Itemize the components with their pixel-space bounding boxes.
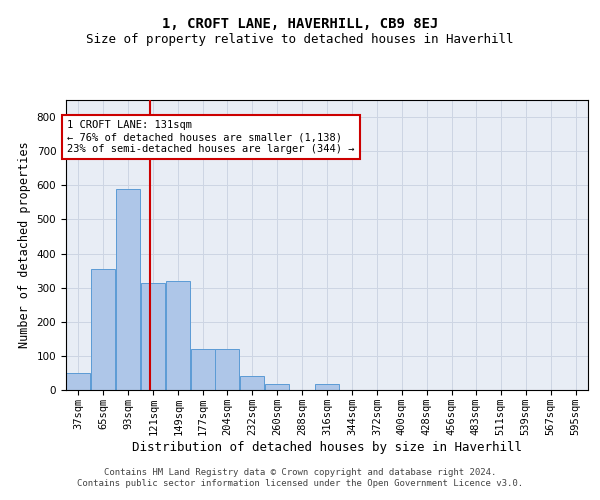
X-axis label: Distribution of detached houses by size in Haverhill: Distribution of detached houses by size …: [132, 440, 522, 454]
Bar: [67, 373, 91, 390]
Text: Contains HM Land Registry data © Crown copyright and database right 2024.
Contai: Contains HM Land Registry data © Crown c…: [77, 468, 523, 487]
Bar: [166, 281, 190, 390]
Bar: [141, 282, 166, 390]
Bar: [215, 349, 239, 390]
Bar: [315, 384, 339, 390]
Bar: [116, 188, 140, 390]
Bar: [240, 376, 264, 390]
Y-axis label: Number of detached properties: Number of detached properties: [18, 142, 31, 348]
Bar: [265, 384, 289, 390]
Bar: [91, 269, 115, 390]
Text: 1 CROFT LANE: 131sqm
← 76% of detached houses are smaller (1,138)
23% of semi-de: 1 CROFT LANE: 131sqm ← 76% of detached h…: [67, 120, 355, 154]
Text: 1, CROFT LANE, HAVERHILL, CB9 8EJ: 1, CROFT LANE, HAVERHILL, CB9 8EJ: [162, 18, 438, 32]
Text: Size of property relative to detached houses in Haverhill: Size of property relative to detached ho…: [86, 32, 514, 46]
Bar: [191, 349, 215, 390]
